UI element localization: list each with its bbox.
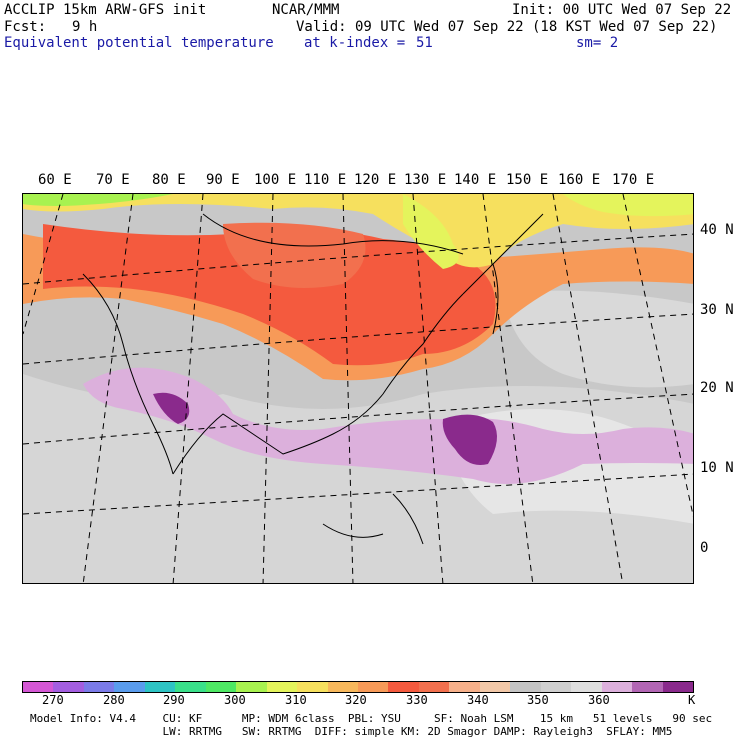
theta-e-map	[22, 193, 694, 584]
field-red-band	[43, 224, 496, 366]
field-pacific-gray	[503, 290, 693, 388]
colorbar-label: 310	[285, 693, 307, 707]
colorbar-swatch	[23, 682, 54, 692]
colorbar-label: 340	[467, 693, 489, 707]
colorbar-swatch	[449, 682, 480, 692]
field-purple-band	[83, 367, 693, 484]
colorbar-swatch	[510, 682, 541, 692]
colorbar-label: K	[688, 693, 696, 707]
colorbar-swatch	[175, 682, 206, 692]
colorbar-swatch	[388, 682, 419, 692]
field-red-core	[223, 222, 366, 288]
init-time: Init: 00 UTC Wed 07 Sep 22	[512, 2, 732, 18]
longitude-label: 110 E	[304, 172, 347, 188]
graticule	[23, 194, 693, 583]
longitude-label: 60 E	[38, 172, 72, 188]
colorbar-swatch	[205, 682, 237, 692]
latitude-label: 30 N	[700, 302, 734, 318]
org-label: NCAR/MMM	[272, 2, 340, 18]
colorbar-swatch	[144, 682, 176, 692]
colorbar-swatch	[327, 682, 358, 692]
latitude-label: 40 N	[700, 222, 734, 238]
longitude-label: 150 E	[506, 172, 549, 188]
colorbar	[22, 681, 694, 693]
footer-line-1: Model Info: V4.4 CU: KF MP: WDM 6class P…	[30, 712, 713, 725]
colorbar-label: 270	[42, 693, 64, 707]
fcst-value: 9 h	[72, 19, 98, 35]
field-dark-purple-core	[442, 414, 497, 465]
colorbar-swatch	[632, 682, 663, 692]
latitude-label: 0	[700, 540, 709, 556]
longitude-label: 170 E	[612, 172, 655, 188]
smoothing-label: sm= 2	[576, 35, 619, 51]
colorbar-label: 300	[224, 693, 246, 707]
latitude-label: 20 N	[700, 380, 734, 396]
fcst-label: Fcst:	[4, 19, 47, 35]
field-yellow-band	[23, 194, 693, 268]
level-label: at k-index =	[304, 35, 406, 51]
colorbar-swatch	[357, 682, 389, 692]
longitude-label: 130 E	[404, 172, 447, 188]
coastlines	[82, 213, 544, 545]
colorbar-label: 350	[527, 693, 549, 707]
colorbar-swatch	[601, 682, 633, 692]
field-name: Equivalent potential temperature	[4, 35, 274, 51]
colorbar-swatch	[418, 682, 450, 692]
longitude-label: 160 E	[558, 172, 601, 188]
colorbar-swatch	[114, 682, 145, 692]
colorbar-swatch	[540, 682, 572, 692]
colorbar-label: 360	[588, 693, 610, 707]
colorbar-swatch	[479, 682, 511, 692]
colorbar-swatch	[236, 682, 267, 692]
colorbar-swatch	[53, 682, 84, 692]
colorbar-swatch	[662, 682, 693, 692]
colorbar-swatch	[571, 682, 602, 692]
colorbar-label: 280	[103, 693, 125, 707]
level-value: 51	[416, 35, 433, 51]
colorbar-label: 290	[163, 693, 185, 707]
longitude-label: 120 E	[354, 172, 397, 188]
colorbar-label: 330	[406, 693, 428, 707]
field-green-corner	[23, 194, 173, 206]
colorbar-swatch	[266, 682, 298, 692]
longitude-label: 80 E	[152, 172, 186, 188]
longitude-label: 90 E	[206, 172, 240, 188]
field-dark-purple-india	[153, 392, 190, 424]
latitude-label: 10 N	[700, 460, 734, 476]
longitude-label: 100 E	[254, 172, 297, 188]
field-green-east	[563, 194, 693, 217]
colorbar-swatch	[297, 682, 328, 692]
model-title: ACCLIP 15km ARW-GFS init	[4, 2, 207, 18]
longitude-label: 140 E	[454, 172, 497, 188]
footer-line-2: LW: RRTMG SW: RRTMG DIFF: simple KM: 2D …	[30, 725, 673, 738]
colorbar-swatch	[83, 682, 115, 692]
colorbar-label: 320	[345, 693, 367, 707]
map-svg	[23, 194, 693, 583]
valid-time: Valid: 09 UTC Wed 07 Sep 22 (18 KST Wed …	[296, 19, 718, 35]
longitude-label: 70 E	[96, 172, 130, 188]
